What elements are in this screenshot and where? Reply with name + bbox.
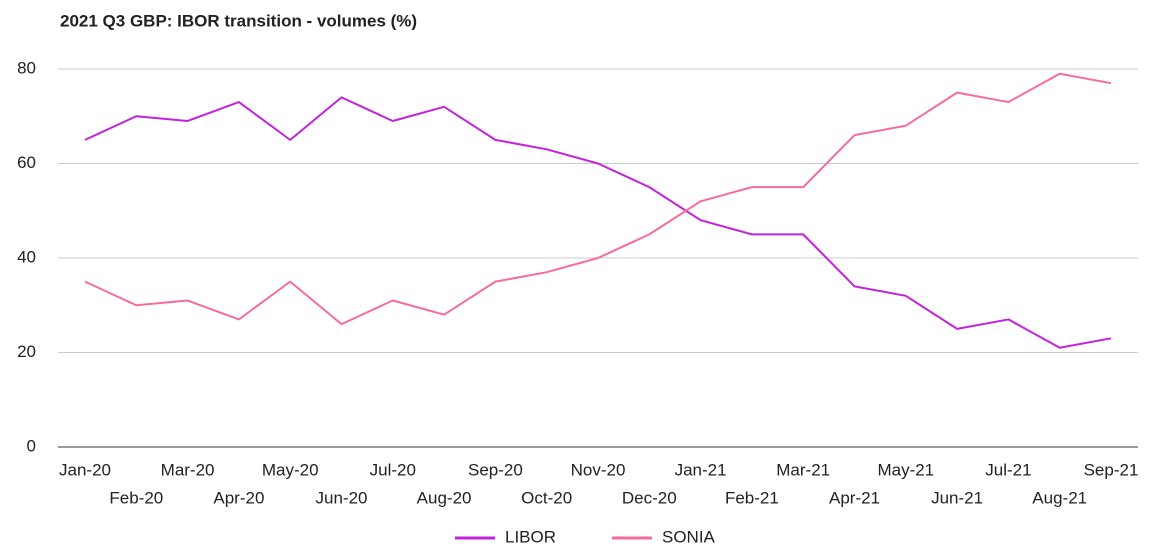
- x-tick-label: Feb-21: [725, 488, 779, 507]
- x-tick-label: Dec-20: [622, 488, 677, 507]
- x-tick-label: Feb-20: [109, 488, 163, 507]
- x-tick-label: Mar-21: [776, 460, 830, 479]
- x-tick-label: Jan-20: [59, 460, 111, 479]
- chart-title: 2021 Q3 GBP: IBOR transition - volumes (…: [60, 11, 417, 30]
- x-tick-label: Mar-20: [161, 460, 215, 479]
- x-tick-label: Sep-21: [1084, 460, 1139, 479]
- line-series: [84, 72, 1112, 326]
- x-tick-label: Oct-20: [521, 488, 572, 507]
- legend-label: SONIA: [662, 527, 716, 546]
- x-tick-label: Jun-20: [316, 488, 368, 507]
- y-tick-label: 0: [27, 436, 36, 455]
- x-tick-label: Apr-20: [213, 488, 264, 507]
- legend-label: LIBOR: [505, 527, 556, 546]
- line-series: [84, 96, 1112, 349]
- x-tick-label: Nov-20: [571, 460, 626, 479]
- x-tick-label: Apr-21: [829, 488, 880, 507]
- x-tick-label: Aug-21: [1032, 488, 1087, 507]
- x-tick-label: Jan-21: [675, 460, 727, 479]
- y-tick-label: 20: [17, 342, 36, 361]
- y-tick-label: 80: [17, 58, 36, 77]
- x-tick-label: Jul-20: [370, 460, 416, 479]
- x-tick-label: Jun-21: [931, 488, 983, 507]
- x-tick-label: Aug-20: [417, 488, 472, 507]
- x-tick-label: Jul-21: [985, 460, 1031, 479]
- y-tick-label: 60: [17, 153, 36, 172]
- y-tick-label: 40: [17, 247, 36, 266]
- x-tick-label: May-21: [877, 460, 934, 479]
- x-tick-label: Sep-20: [468, 460, 523, 479]
- x-tick-label: May-20: [262, 460, 319, 479]
